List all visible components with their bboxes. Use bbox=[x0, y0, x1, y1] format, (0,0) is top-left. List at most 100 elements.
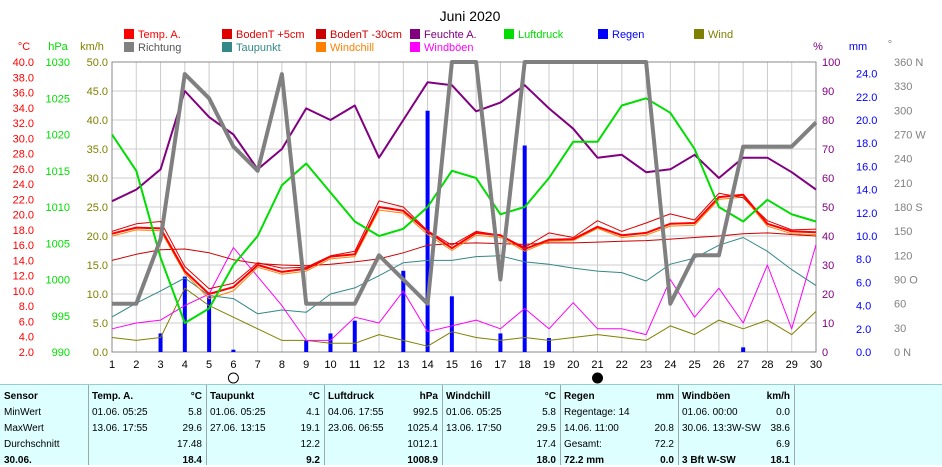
wind-tick-label: 20.0 bbox=[87, 231, 108, 243]
max-time: 30.06. 13:3W-SW bbox=[682, 423, 761, 434]
temp-tick-label: 2.0 bbox=[19, 347, 34, 359]
wind-unit-label: km/h bbox=[80, 41, 104, 53]
col-unit: km/h bbox=[766, 391, 790, 402]
stats-table: Sensor MinWert MaxWert Durchschnitt 30.0… bbox=[0, 384, 942, 466]
x-tick-label: 13 bbox=[397, 359, 409, 371]
min-time: 01.06. 00:00 bbox=[682, 407, 738, 418]
col-name: Windböen bbox=[682, 391, 731, 402]
min-value: 992.5 bbox=[412, 407, 438, 418]
col-unit: hPa bbox=[419, 391, 438, 402]
rain-days: Regentage: 14 bbox=[564, 407, 630, 418]
col-name: Regen bbox=[564, 391, 595, 402]
legend-swatch bbox=[124, 29, 134, 39]
humidity-tick-label: 50 bbox=[822, 202, 834, 214]
min-time: 04.06. 17:55 bbox=[328, 407, 384, 418]
temp-tick-label: 8.0 bbox=[19, 301, 34, 313]
pressure-tick-label: 1025 bbox=[46, 93, 70, 105]
moon-markers bbox=[227, 372, 604, 384]
col-name: Temp. A. bbox=[92, 391, 134, 402]
legend-label: Feuchte A. bbox=[424, 29, 477, 41]
min-time: 01.06. 05:25 bbox=[446, 407, 502, 418]
col-name: Luftdruck bbox=[328, 391, 375, 402]
legend-swatch bbox=[598, 29, 608, 39]
direction-tick-label: 30 bbox=[894, 323, 906, 335]
legend-swatch bbox=[504, 29, 514, 39]
temp-tick-label: 16.0 bbox=[13, 240, 34, 252]
today-value: 18.0 bbox=[536, 455, 556, 466]
stats-col-temp: Temp. A. °C 01.06. 05:25 5.8 13.06. 17:5… bbox=[88, 385, 207, 466]
avg-value: 1012.1 bbox=[407, 439, 438, 450]
max-value: 20.8 bbox=[654, 423, 674, 434]
rain-tick-label: 22.0 bbox=[856, 92, 877, 104]
avg-value: 17.48 bbox=[176, 439, 202, 450]
wind-tick-label: 40.0 bbox=[87, 115, 108, 127]
max-value: 29.6 bbox=[182, 423, 202, 434]
axis-ticks: 1 2 3 4 5 6 7 8 9 10 11 12 13 14 15 16 17 18 19 20 21 22 23 24 2… bbox=[13, 57, 927, 371]
today-extra: 0.0 bbox=[660, 455, 674, 466]
rain-tick-label: 18.0 bbox=[856, 138, 877, 150]
full-moon-icon bbox=[227, 372, 239, 384]
wind-tick-label: 35.0 bbox=[87, 144, 108, 156]
weather-chart: Juni 2020 Temp. A. BodenT +5cm BodenT -30c… bbox=[13, 8, 927, 384]
temp-tick-label: 32.0 bbox=[13, 118, 34, 130]
row-label-avg: Durchschnitt bbox=[4, 439, 60, 450]
x-tick-label: 15 bbox=[446, 359, 458, 371]
x-tick-label: 17 bbox=[494, 359, 506, 371]
x-tick-label: 27 bbox=[737, 359, 749, 371]
col-unit: mm bbox=[656, 391, 674, 402]
total-value: 72.2 bbox=[654, 439, 674, 450]
rain-tick-label: 20.0 bbox=[856, 115, 877, 127]
x-tick-label: 28 bbox=[761, 359, 773, 371]
col-unit: °C bbox=[190, 391, 202, 402]
x-tick-label: 2 bbox=[133, 359, 139, 371]
temp-tick-label: 24.0 bbox=[13, 179, 34, 191]
wind-tick-label: 50.0 bbox=[87, 57, 108, 69]
stats-col-windchill: Windchill °C 01.06. 05:25 5.8 13.06. 17:… bbox=[442, 385, 561, 466]
x-tick-label: 29 bbox=[786, 359, 798, 371]
max-time: 27.06. 13:15 bbox=[210, 423, 266, 434]
rain-tick-label: 4.0 bbox=[856, 301, 871, 313]
x-tick-label: 24 bbox=[664, 359, 676, 371]
legend-swatch bbox=[222, 42, 232, 52]
min-value: 5.8 bbox=[542, 407, 556, 418]
x-tick-label: 9 bbox=[303, 359, 309, 371]
x-tick-label: 8 bbox=[279, 359, 285, 371]
wind-tick-label: 10.0 bbox=[87, 289, 108, 301]
temp-tick-label: 14.0 bbox=[13, 255, 34, 267]
direction-tick-label: 330 bbox=[894, 81, 912, 93]
x-tick-label: 25 bbox=[688, 359, 700, 371]
rain-bar bbox=[158, 333, 163, 352]
temp-tick-label: 22.0 bbox=[13, 194, 34, 206]
x-tick-label: 6 bbox=[230, 359, 236, 371]
rain-bar bbox=[352, 320, 357, 352]
stats-col-gusts: Windböen km/h 01.06. 00:00 0.0 30.06. 13… bbox=[678, 385, 795, 466]
x-tick-label: 21 bbox=[591, 359, 603, 371]
temp-tick-label: 18.0 bbox=[13, 225, 34, 237]
series-line bbox=[111, 81, 817, 203]
today-value: 9.2 bbox=[306, 455, 320, 466]
series-line bbox=[111, 244, 817, 341]
max-time: 23.06. 06:55 bbox=[328, 423, 384, 434]
legend-swatch bbox=[410, 42, 420, 52]
rain-bar bbox=[304, 340, 309, 352]
humidity-tick-label: 60 bbox=[822, 173, 834, 185]
rain-tick-label: 0.0 bbox=[856, 347, 871, 359]
legend-label: BodenT -30cm bbox=[330, 29, 402, 41]
x-tick-label: 12 bbox=[373, 359, 385, 371]
humidity-tick-label: 100 bbox=[822, 57, 840, 69]
col-unit: °C bbox=[544, 391, 556, 402]
rain-bar bbox=[546, 338, 551, 352]
legend-label: Taupunkt bbox=[236, 42, 281, 54]
humidity-tick-label: 70 bbox=[822, 144, 834, 156]
legend-label: Windchill bbox=[330, 42, 374, 54]
rain-tick-label: 14.0 bbox=[856, 185, 877, 197]
min-value: 5.8 bbox=[188, 407, 202, 418]
legend-swatch bbox=[124, 42, 134, 52]
x-tick-label: 30 bbox=[810, 359, 822, 371]
x-tick-label: 3 bbox=[157, 359, 163, 371]
rain-tick-label: 2.0 bbox=[856, 324, 871, 336]
stats-row-labels: Sensor MinWert MaxWert Durchschnitt 30.0… bbox=[0, 385, 89, 466]
today-value: 1008.9 bbox=[407, 455, 438, 466]
rain-unit-label: mm bbox=[849, 41, 867, 53]
rain-bar bbox=[207, 296, 212, 352]
